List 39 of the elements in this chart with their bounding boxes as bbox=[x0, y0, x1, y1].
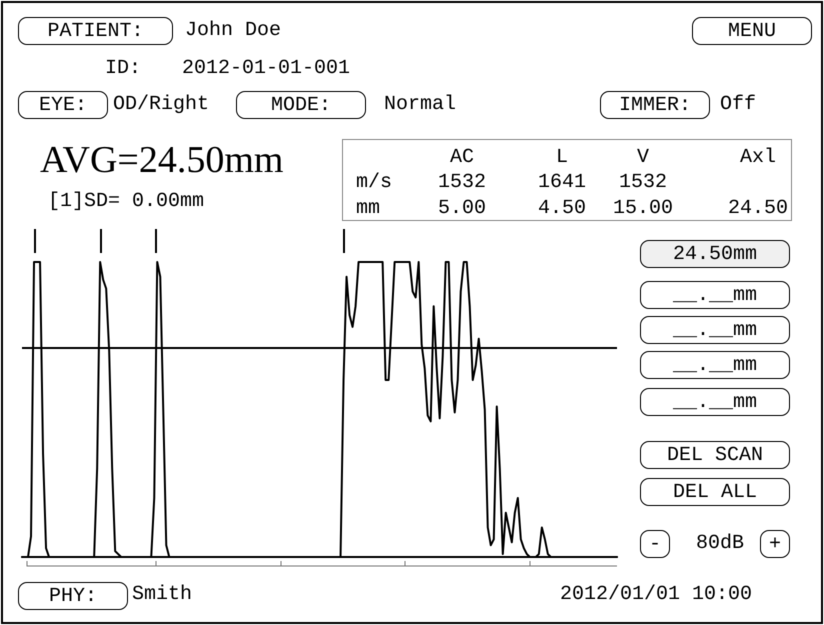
text: Normal bbox=[384, 93, 456, 116]
text: mm bbox=[356, 197, 380, 220]
text: ID: bbox=[105, 57, 142, 80]
button: __.__mm bbox=[640, 351, 790, 379]
text: 2012-01-01-001 bbox=[182, 57, 350, 80]
text: OD/Right bbox=[113, 93, 210, 116]
button: MENU bbox=[692, 17, 812, 45]
text: Off bbox=[720, 93, 756, 116]
text: 1532 bbox=[618, 171, 667, 194]
text: Axl bbox=[738, 146, 777, 169]
button: + bbox=[760, 530, 790, 558]
button: __.__mm bbox=[640, 281, 790, 309]
text: m/s bbox=[356, 171, 392, 194]
button: PHY: bbox=[18, 582, 128, 610]
button: - bbox=[640, 530, 670, 558]
text: AVG=24.50mm bbox=[40, 138, 284, 182]
button: IMMER: bbox=[600, 91, 710, 119]
button: 24.50mm bbox=[640, 240, 790, 268]
button: MODE: bbox=[236, 91, 366, 119]
button: __.__mm bbox=[640, 388, 790, 416]
text: AC bbox=[448, 146, 475, 169]
text: John Doe bbox=[185, 19, 282, 42]
button: DEL SCAN bbox=[640, 441, 790, 469]
text: 5.00 bbox=[436, 197, 487, 220]
text: 80dB bbox=[696, 532, 744, 555]
text: V bbox=[636, 146, 650, 169]
text: 1532 bbox=[436, 171, 487, 194]
text: 4.50 bbox=[538, 197, 586, 220]
button: DEL ALL bbox=[640, 478, 790, 506]
button: PATIENT: bbox=[18, 17, 173, 45]
text: 15.00 bbox=[612, 197, 673, 220]
text: L bbox=[554, 146, 569, 169]
text: Smith bbox=[132, 583, 192, 606]
button: __.__mm bbox=[640, 316, 790, 344]
text: 24.50 bbox=[726, 197, 789, 220]
text: 2012/01/01 10:00 bbox=[560, 583, 752, 606]
button: EYE: bbox=[18, 91, 108, 119]
text: 1641 bbox=[538, 171, 586, 194]
text: [1]SD= 0.00mm bbox=[48, 190, 204, 213]
